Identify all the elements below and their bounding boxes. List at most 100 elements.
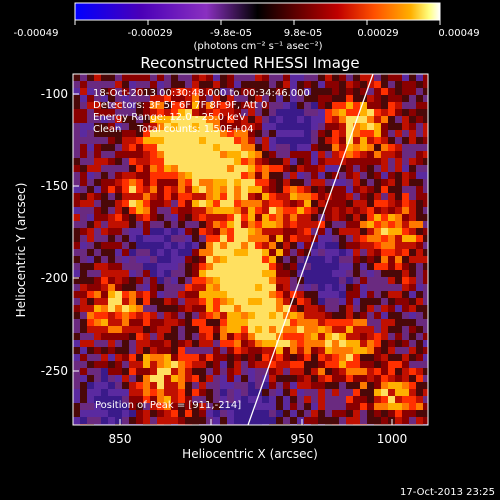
heatmap-cell [283, 249, 291, 257]
heatmap-cell [325, 242, 333, 250]
heatmap-cell [332, 410, 340, 418]
heatmap-cell [234, 312, 242, 320]
heatmap-cell [402, 235, 410, 243]
heatmap-cell [339, 207, 347, 215]
heatmap-cell [227, 186, 235, 194]
heatmap-cell [171, 81, 179, 89]
heatmap-cell [73, 312, 81, 320]
heatmap-cell [416, 417, 424, 425]
heatmap-cell [353, 326, 361, 334]
heatmap-cell [374, 200, 382, 208]
heatmap-cell [360, 249, 368, 257]
heatmap-cell [262, 172, 270, 180]
heatmap-cell [213, 256, 221, 264]
plot-title: Reconstructed RHESSI Image [140, 54, 359, 72]
colorbar-tick-label: -9.8e-05 [210, 28, 252, 39]
heatmap-cell [381, 396, 389, 404]
heatmap-cell [388, 123, 396, 131]
heatmap-cell [129, 130, 137, 138]
heatmap-cell [94, 375, 102, 383]
heatmap-cell [143, 116, 151, 124]
heatmap-cell [311, 207, 319, 215]
heatmap-cell [325, 256, 333, 264]
heatmap-cell [234, 270, 242, 278]
heatmap-cell [80, 396, 88, 404]
heatmap-cell [87, 109, 95, 117]
heatmap-cell [143, 74, 151, 82]
heatmap-cell [290, 263, 298, 271]
heatmap-cell [185, 186, 193, 194]
heatmap-cell [311, 221, 319, 229]
heatmap-cell [122, 172, 130, 180]
heatmap-cell [206, 88, 214, 96]
heatmap-cell [360, 235, 368, 243]
heatmap-cell [290, 109, 298, 117]
heatmap-cell [115, 382, 123, 390]
heatmap-cell [416, 319, 424, 327]
heatmap-cell [339, 382, 347, 390]
y-tick-label: -200 [41, 271, 68, 285]
heatmap-cell [388, 102, 396, 110]
heatmap-cell [122, 291, 130, 299]
heatmap-cell [360, 172, 368, 180]
heatmap-cell [339, 305, 347, 313]
heatmap-cell [388, 186, 396, 194]
heatmap-cell [171, 179, 179, 187]
heatmap-cell [227, 130, 235, 138]
heatmap-cell [311, 200, 319, 208]
heatmap-cell [220, 277, 228, 285]
heatmap-cell [206, 109, 214, 117]
heatmap-cell [220, 333, 228, 341]
heatmap-cell [185, 116, 193, 124]
heatmap-cell [402, 116, 410, 124]
heatmap-cell [367, 144, 375, 152]
heatmap-cell [290, 207, 298, 215]
heatmap-cell [409, 214, 417, 222]
heatmap-cell [332, 284, 340, 292]
heatmap-cell [241, 375, 249, 383]
heatmap-cell [136, 270, 144, 278]
heatmap-cell [101, 361, 109, 369]
heatmap-cell [381, 102, 389, 110]
heatmap-cell [87, 333, 95, 341]
heatmap-cell [206, 144, 214, 152]
heatmap-cell [381, 186, 389, 194]
heatmap-cell [157, 102, 165, 110]
heatmap-cell [94, 144, 102, 152]
heatmap-cell [101, 368, 109, 376]
heatmap-cell [171, 417, 179, 425]
heatmap-cell [143, 221, 151, 229]
heatmap-cell [80, 347, 88, 355]
heatmap-cell [255, 235, 263, 243]
heatmap-cell [80, 165, 88, 173]
heatmap-cell [297, 144, 305, 152]
heatmap-cell [311, 270, 319, 278]
heatmap-cell [199, 200, 207, 208]
heatmap-cell [101, 116, 109, 124]
heatmap-cell [339, 235, 347, 243]
heatmap-cell [416, 95, 424, 103]
heatmap-cell [409, 277, 417, 285]
heatmap-cell [101, 270, 109, 278]
heatmap-cell [423, 319, 428, 327]
heatmap-cell [227, 102, 235, 110]
heatmap-cell [115, 165, 123, 173]
heatmap-cell [381, 277, 389, 285]
heatmap-cell [206, 389, 214, 397]
heatmap-cell [178, 207, 186, 215]
heatmap-cell [185, 256, 193, 264]
heatmap-cell [192, 200, 200, 208]
solar-limb-line [247, 74, 374, 425]
heatmap-cell [220, 95, 228, 103]
heatmap-cell [199, 109, 207, 117]
heatmap-cell [423, 305, 428, 313]
heatmap-cell [367, 256, 375, 264]
heatmap-cell [150, 263, 158, 271]
heatmap-cell [388, 368, 396, 376]
heatmap-cell [143, 410, 151, 418]
heatmap-cell [136, 249, 144, 257]
heatmap-cell [374, 158, 382, 166]
heatmap-cell [339, 249, 347, 257]
heatmap-cell [416, 382, 424, 390]
heatmap-cell [290, 228, 298, 236]
